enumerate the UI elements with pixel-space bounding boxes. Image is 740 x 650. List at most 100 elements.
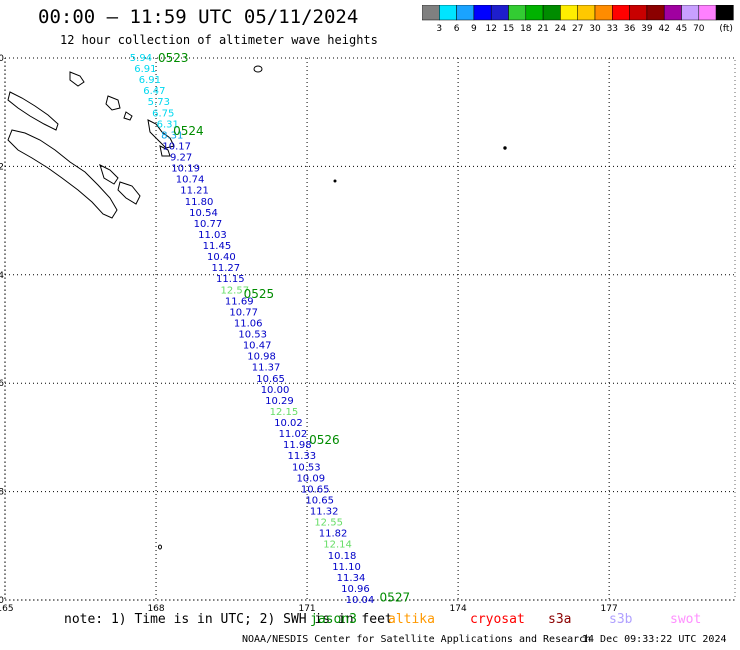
coastline-island-d [69, 71, 85, 87]
satellite-legend-item: altika [388, 612, 435, 627]
colorbar-tick-label: 70 [693, 24, 705, 34]
satellite-legend-item: swot [670, 612, 702, 627]
map-grid [4, 57, 736, 601]
wave-height-label: 11.33 [288, 451, 317, 462]
colorbar-tick-label: 36 [624, 24, 636, 34]
coastline-island-c [117, 181, 141, 205]
axis-labels: -20 -22 -24 -26 -28 -30165 168 171 174 177 [0, 54, 618, 614]
satellite-legend-item: s3a [548, 612, 572, 627]
colorbar-tick-label: 27 [572, 24, 583, 34]
wave-height-label: 10.40 [207, 252, 236, 263]
lon-tick-label: 168 [147, 604, 164, 614]
wave-height-label: 6.31 [157, 119, 179, 130]
colorbar-tick-label: 3 [436, 24, 442, 34]
colorbar-swatch [715, 5, 734, 21]
colorbar-tick-label: 6 [454, 24, 460, 34]
page-title: 00:00 – 11:59 UTC 05/11/2024 [38, 6, 359, 28]
coastline [7, 65, 507, 550]
wave-height-label: 6.91 [134, 64, 156, 75]
wave-height-label: 10.00 [261, 385, 290, 396]
page-subtitle: 12 hour collection of altimeter wave hei… [60, 33, 378, 47]
lon-tick-label: 177 [601, 604, 618, 614]
wave-height-label: 6.47 [143, 86, 165, 97]
wave-height-colorbar: 3 6 9 12 15 18 21 24 27 30 33 36 39 42 45 70 (ft) [422, 5, 734, 34]
wave-height-label: 9.27 [170, 153, 192, 164]
wave-height-label: 11.45 [203, 241, 232, 252]
wave-height-label: 10.96 [341, 584, 370, 595]
map-frame [4, 57, 736, 601]
wave-height-label: 10.77 [194, 219, 223, 230]
wave-height-label: 11.15 [216, 274, 245, 285]
wave-height-label: 10.18 [328, 551, 357, 562]
coastline-island-l [333, 179, 337, 183]
wave-height-label: 11.06 [234, 318, 263, 329]
colorbar-tick-label: 15 [503, 24, 514, 34]
colorbar-tick-label: 21 [537, 24, 548, 34]
lat-tick-label: -28 [0, 488, 4, 498]
coastline-island-j [158, 544, 162, 550]
wave-height-label: 11.82 [319, 529, 348, 540]
wave-height-label: 10.17 [162, 141, 191, 152]
wave-height-label: 10.04 [346, 595, 375, 606]
wave-height-label: 11.02 [279, 429, 308, 440]
colorbar-tick-label: 12 [485, 24, 496, 34]
credit-timestamp: 14 Dec 09:33:22 UTC 2024 [582, 634, 727, 645]
lat-tick-label: -26 [0, 379, 4, 389]
lat-tick-label: -22 [0, 162, 4, 172]
wave-height-label: 11.27 [212, 263, 241, 274]
wave-height-label: 10.65 [301, 484, 330, 495]
wave-height-label: 5.73 [148, 97, 170, 108]
wave-height-label: 10.19 [171, 164, 200, 175]
wave-height-label: 11.21 [180, 186, 209, 197]
wave-height-label: 10.74 [176, 175, 205, 186]
coastline-island-k [503, 146, 507, 150]
wave-height-label: 11.03 [198, 230, 227, 241]
wave-height-label: 11.34 [337, 573, 366, 584]
coastline-island-f [147, 119, 175, 149]
wave-height-label: 11.80 [185, 197, 214, 208]
coastline-island-a [7, 91, 59, 131]
wave-height-label: 10.53 [292, 462, 321, 473]
credit-text: NOAA/NESDIS Center for Satellite Applica… [242, 634, 592, 645]
wave-height-label: 11.32 [310, 507, 339, 518]
wave-height-label: 10.65 [305, 495, 334, 506]
lon-tick-label: 171 [298, 604, 315, 614]
lon-tick-label: 174 [450, 604, 467, 614]
wave-height-label: 6.75 [152, 108, 174, 119]
satellite-legend-item: cryosat [470, 612, 525, 627]
wave-height-label: 10.65 [256, 374, 285, 385]
coastline-island-b [99, 164, 119, 185]
wave-height-label: 10.47 [243, 341, 272, 352]
wave-height-label: 8.31 [161, 130, 183, 141]
wave-height-label: 10.29 [265, 396, 294, 407]
wave-height-label: 10.77 [229, 307, 258, 318]
time-label: 0523 [158, 51, 189, 65]
lon-tick-label: 165 [0, 604, 14, 614]
colorbar-tick-label: 39 [641, 24, 653, 34]
colorbar-tick-label: 33 [607, 24, 618, 34]
satellite-legend-item: jason3 [310, 612, 357, 627]
coastline-new-caledonia [7, 129, 118, 219]
colorbar-tick-label: 9 [471, 24, 477, 34]
wave-height-label: 6.91 [139, 75, 161, 86]
wave-height-label: 12.55 [314, 518, 343, 529]
coastline-island-h [123, 111, 133, 121]
wave-height-label: 11.10 [332, 562, 361, 573]
wave-height-label: 10.54 [189, 208, 218, 219]
lat-tick-label: -20 [0, 54, 4, 64]
wave-height-label: 12.15 [270, 407, 299, 418]
wave-height-label: 11.69 [225, 296, 254, 307]
coastline-island-e [105, 95, 121, 111]
wave-height-label: 12.14 [323, 540, 352, 551]
wave-height-label: 10.53 [238, 330, 267, 341]
wave-height-label: 10.98 [247, 352, 276, 363]
colorbar-tick-label: 45 [676, 24, 687, 34]
lat-tick-label: -24 [0, 271, 4, 281]
wave-height-label: 11.37 [252, 363, 281, 374]
wave-height-label: 12.57 [220, 285, 249, 296]
colorbar-tick-label: 42 [658, 24, 669, 34]
wave-height-label: 11.98 [283, 440, 312, 451]
wave-height-label: 10.09 [296, 473, 325, 484]
coastline-island-i [253, 65, 263, 73]
